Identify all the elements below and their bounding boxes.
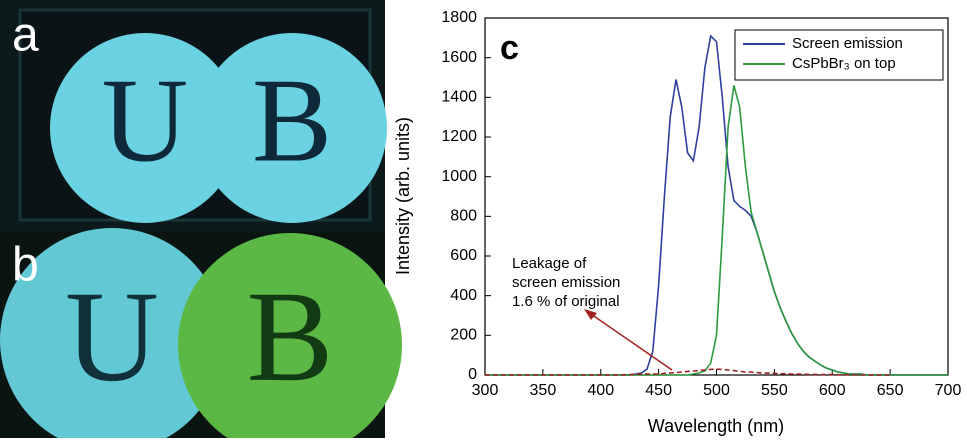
- annotation: 1.6 % of original: [512, 293, 620, 310]
- x-tick-label: 650: [877, 382, 904, 399]
- x-tick-label: 550: [761, 382, 788, 399]
- x-tick-label: 400: [587, 382, 614, 399]
- legend-box: [734, 29, 944, 81]
- x-axis-label: Wavelength (nm): [648, 416, 784, 436]
- y-tick-label: 1000: [441, 168, 477, 185]
- photo-letter: B: [252, 54, 332, 187]
- y-tick-label: 200: [450, 327, 477, 344]
- y-tick-label: 0: [468, 366, 477, 383]
- legend-label: Screen emission: [792, 35, 903, 52]
- annotation-arrowhead: [584, 309, 597, 320]
- photo-letter: B: [247, 265, 334, 409]
- x-tick-label: 700: [935, 382, 962, 399]
- series-line: [485, 368, 891, 376]
- panel-label: b: [12, 239, 39, 292]
- annotation: screen emission: [512, 274, 620, 291]
- x-tick-label: 500: [703, 382, 730, 399]
- photo-letter: U: [102, 54, 189, 187]
- y-axis-label: Intensity (arb. units): [393, 117, 413, 275]
- x-tick-label: 300: [472, 382, 499, 399]
- y-tick-label: 800: [450, 208, 477, 225]
- y-tick-label: 1400: [441, 89, 477, 106]
- x-tick-label: 450: [645, 382, 672, 399]
- legend-label: CsPbBr₃ on top: [792, 55, 896, 72]
- x-tick-label: 350: [530, 382, 557, 399]
- series-line: [485, 85, 948, 376]
- y-tick-label: 1200: [441, 128, 477, 145]
- photo-b: U B b: [0, 228, 402, 443]
- panel-label: a: [12, 9, 39, 62]
- annotation: Leakage of: [512, 255, 587, 272]
- y-tick-label: 1800: [441, 9, 477, 26]
- y-tick-label: 1600: [441, 49, 477, 66]
- photo-a: U B a: [0, 0, 387, 232]
- panel-label: c: [500, 29, 519, 67]
- y-tick-label: 600: [450, 247, 477, 264]
- y-tick-label: 400: [450, 287, 477, 304]
- chart: c Wavelength (nm) Intensity (arb. units)…: [393, 9, 962, 436]
- annotation-arrow: [587, 311, 673, 371]
- photo-letter: U: [65, 265, 159, 409]
- x-tick-label: 600: [819, 382, 846, 399]
